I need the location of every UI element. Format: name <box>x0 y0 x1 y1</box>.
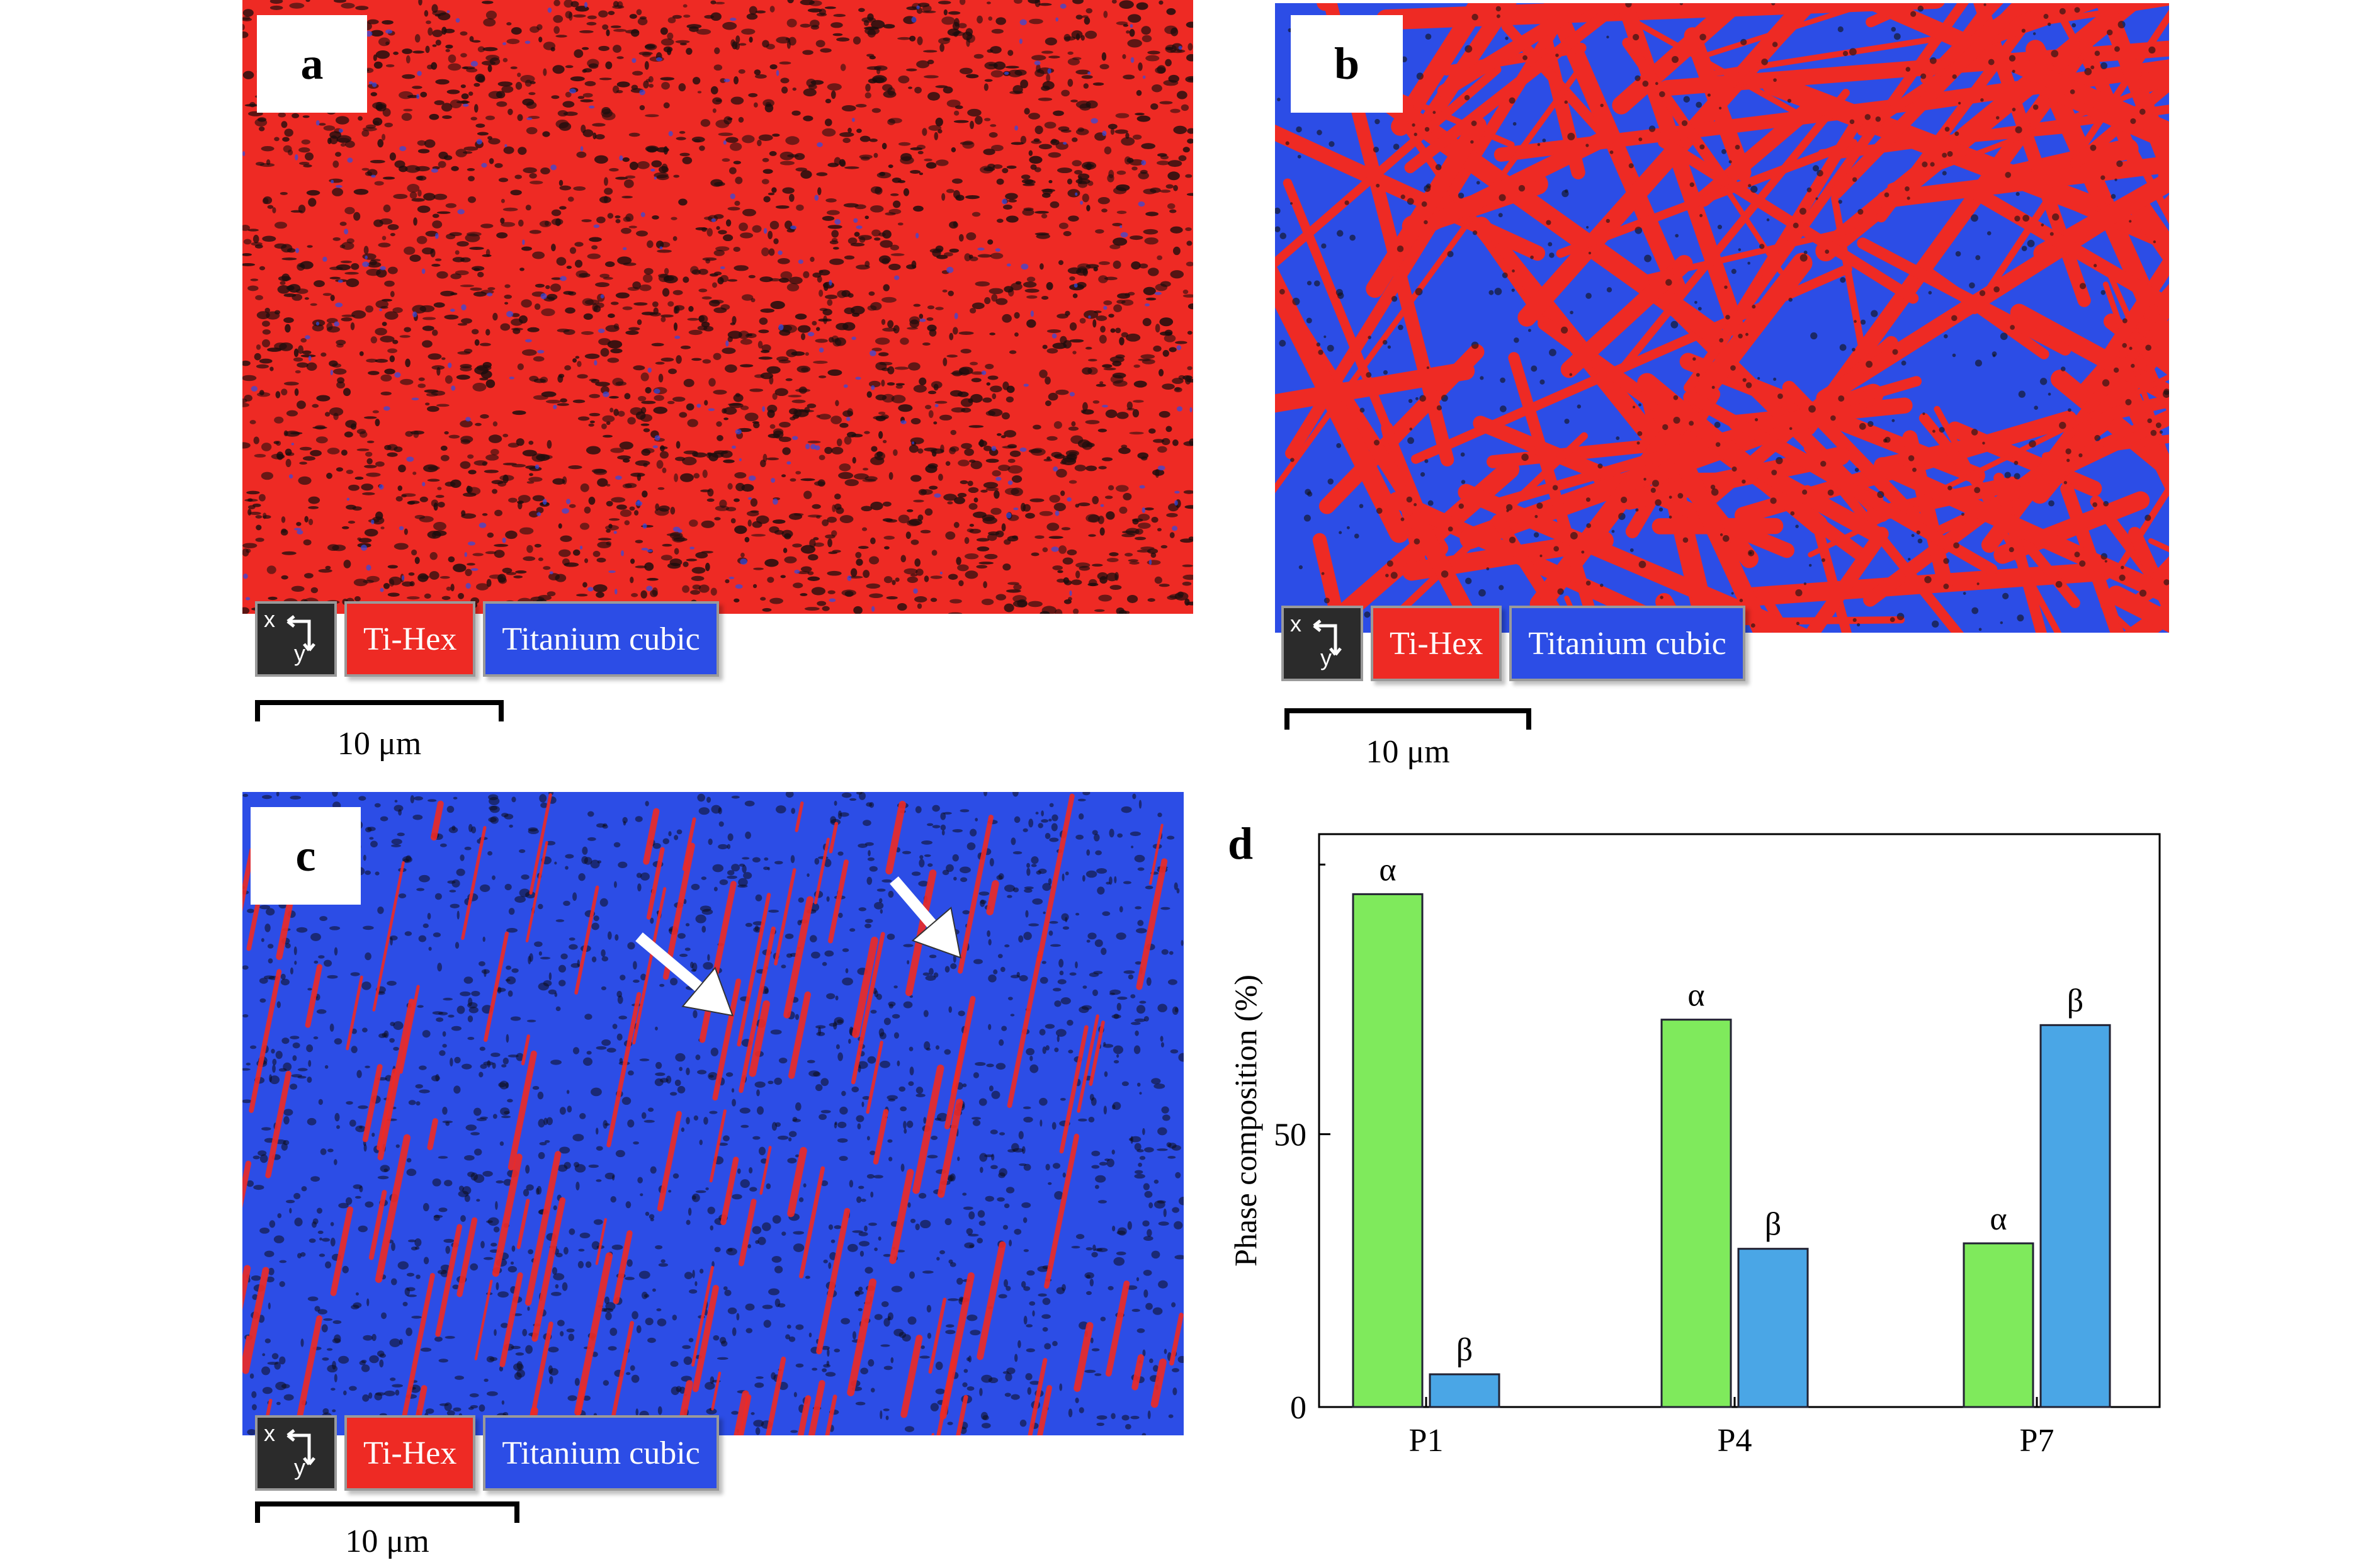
axis-orientation-icon: x y <box>1281 606 1363 681</box>
scale-bar-a: 10 μm <box>255 700 504 763</box>
x-tick-label: P1 <box>1409 1423 1444 1459</box>
bar-alpha <box>1353 894 1422 1407</box>
x-tick-label: P4 <box>1718 1423 1752 1459</box>
bar-data-label: β <box>1456 1332 1473 1368</box>
scale-bar-label: 10 μm <box>255 1523 519 1560</box>
y-tick-label: 0 <box>1290 1390 1306 1426</box>
scale-bar-b: 10 μm <box>1284 708 1531 771</box>
axis-y-label: y <box>294 640 305 667</box>
phase-map-b <box>1275 3 2169 633</box>
bar-data-label: α <box>1379 852 1396 888</box>
phase-map-c <box>242 792 1184 1435</box>
axis-orientation-icon: x y <box>255 601 337 677</box>
bar-data-label: α <box>1687 978 1704 1014</box>
phase-map-a <box>242 0 1193 614</box>
legend-titanium-cubic: Titanium cubic <box>1509 606 1745 681</box>
phase-legend-c: x y Ti-Hex Titanium cubic <box>255 1415 719 1491</box>
axis-y-label: y <box>294 1454 305 1481</box>
legend-titanium-cubic: Titanium cubic <box>483 601 718 677</box>
panel-label-a: a <box>257 15 367 113</box>
y-axis-label: Phase composition (%) <box>1228 975 1263 1267</box>
phase-legend-b: x y Ti-Hex Titanium cubic <box>1281 606 1745 681</box>
legend-ti-hex: Ti-Hex <box>1371 606 1502 681</box>
x-tick-label: P7 <box>2020 1423 2054 1459</box>
bar-data-label: β <box>1765 1207 1781 1243</box>
legend-titanium-cubic: Titanium cubic <box>483 1415 718 1491</box>
axis-x-label: x <box>264 1420 275 1447</box>
phase-composition-chart: 0 50 Phase composition (%) P1 α β P4 α β P7 α β <box>1221 812 2204 1556</box>
phase-map-b-image <box>1275 3 2169 633</box>
phase-map-a-image <box>242 0 1193 614</box>
bar-alpha <box>1964 1243 2033 1407</box>
panel-label-b: b <box>1291 15 1403 113</box>
bar-beta <box>1738 1249 1808 1407</box>
axis-x-label: x <box>264 606 275 633</box>
y-tick-label: 50 <box>1274 1117 1306 1153</box>
axis-x-label: x <box>1290 611 1301 637</box>
bar-data-label: β <box>2067 983 2083 1019</box>
bar-beta <box>1430 1374 1499 1407</box>
legend-ti-hex: Ti-Hex <box>344 1415 475 1491</box>
panel-label-c: c <box>251 807 361 905</box>
phase-map-c-image <box>242 792 1184 1435</box>
scale-bar-c: 10 μm <box>255 1501 519 1556</box>
phase-legend-a: x y Ti-Hex Titanium cubic <box>255 601 719 677</box>
scale-bar-label: 10 μm <box>1284 733 1531 771</box>
scale-bar-label: 10 μm <box>255 725 504 762</box>
legend-ti-hex: Ti-Hex <box>344 601 475 677</box>
bar-alpha <box>1662 1020 1731 1407</box>
bar-data-label: α <box>1990 1201 2007 1237</box>
bar-beta <box>2041 1025 2110 1407</box>
axis-orientation-icon: x y <box>255 1415 337 1491</box>
axis-y-label: y <box>1320 645 1332 671</box>
